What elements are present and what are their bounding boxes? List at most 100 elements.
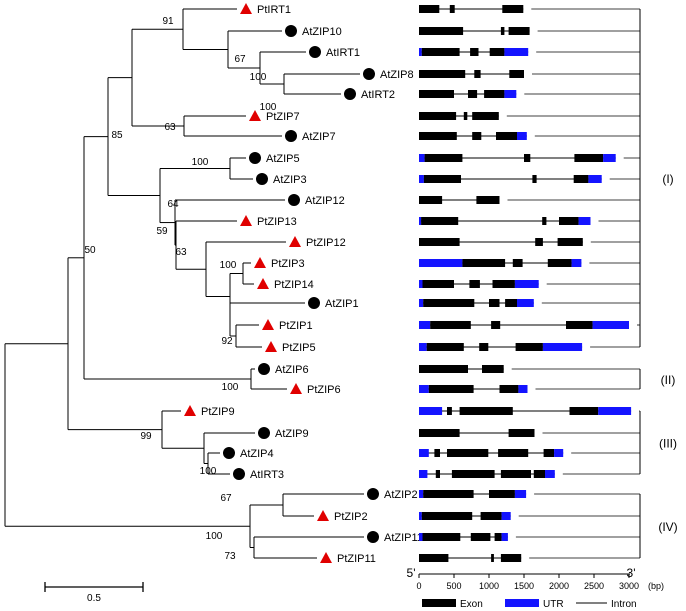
exon-block — [542, 217, 547, 225]
arabidopsis-circle-marker — [308, 297, 320, 309]
utr-block — [571, 259, 582, 267]
exon-block — [524, 154, 531, 162]
axis-tick-label: 500 — [446, 581, 461, 591]
exon-block — [419, 70, 466, 78]
exon-block — [482, 365, 504, 373]
gene-label: AtIRT2 — [361, 89, 395, 101]
arabidopsis-circle-marker — [249, 152, 261, 164]
bootstrap-value: 100 — [250, 72, 267, 83]
utr-block — [419, 217, 422, 225]
exon-block — [573, 175, 589, 183]
exon-block — [428, 385, 474, 393]
exon-block — [419, 365, 468, 373]
arabidopsis-circle-marker — [258, 363, 270, 375]
utr-block — [419, 470, 428, 478]
exon-block — [547, 259, 572, 267]
gene-label: PtZIP5 — [282, 342, 316, 354]
gene-label: AtZIP3 — [273, 174, 307, 186]
exon-block — [426, 343, 464, 351]
utr-block — [504, 90, 517, 98]
exon-block — [421, 48, 460, 56]
exon-block — [419, 90, 454, 98]
exon-block — [476, 196, 500, 204]
exon-block — [447, 449, 489, 457]
exon-block — [459, 407, 513, 415]
group-label: (III) — [659, 437, 677, 451]
exon-block — [419, 132, 457, 140]
populus-triangle-marker — [240, 3, 252, 14]
exon-block — [484, 90, 505, 98]
exon-block — [419, 429, 460, 437]
utr-block — [419, 512, 422, 520]
arabidopsis-circle-marker — [367, 488, 379, 500]
populus-triangle-marker — [249, 110, 261, 121]
axis-tick-label: 2500 — [584, 581, 604, 591]
utr-block — [501, 533, 508, 541]
three-prime-label: 3' — [627, 566, 636, 580]
utr-block — [419, 175, 424, 183]
arabidopsis-circle-marker — [233, 468, 245, 480]
exon-block — [500, 470, 531, 478]
exon-block — [468, 90, 478, 98]
gene-label: PtZIP1 — [279, 320, 313, 332]
bootstrap-value: 100 — [192, 157, 209, 168]
exon-block — [421, 512, 473, 520]
exon-block — [451, 470, 495, 478]
populus-triangle-marker — [257, 278, 269, 289]
utr-block — [517, 132, 527, 140]
exon-block — [535, 238, 543, 246]
exon-block — [479, 343, 489, 351]
arabidopsis-circle-marker — [256, 173, 268, 185]
exon-block — [447, 407, 452, 415]
exon-block — [423, 175, 461, 183]
exon-block — [574, 154, 604, 162]
axis-tick-label: 0 — [416, 581, 421, 591]
utr-block — [504, 48, 529, 56]
group-label: (IV) — [658, 520, 677, 534]
gene-label: AtZIP9 — [275, 428, 309, 440]
utr-block — [554, 449, 564, 457]
bootstrap-value: 67 — [234, 54, 246, 65]
legend-utr-swatch — [505, 599, 539, 607]
arabidopsis-circle-marker — [363, 68, 375, 80]
gene-label: AtZIP1 — [325, 298, 359, 310]
exon-block — [492, 280, 515, 288]
utr-block — [603, 154, 616, 162]
populus-triangle-marker — [289, 236, 301, 247]
utr-block — [419, 154, 425, 162]
gene-label: AtZIP10 — [302, 26, 342, 38]
exon-block — [419, 554, 449, 562]
bootstrap-value: 100 — [260, 102, 277, 113]
exon-block — [423, 490, 474, 498]
arabidopsis-circle-marker — [309, 46, 321, 58]
gene-label: AtZIP2 — [384, 489, 418, 501]
arabidopsis-circle-marker — [367, 531, 379, 543]
arabidopsis-circle-marker — [288, 194, 300, 206]
utr-block — [501, 512, 511, 520]
axis-tick-label: 1000 — [479, 581, 499, 591]
utr-block — [419, 299, 424, 307]
bootstrap-value: 100 — [206, 531, 223, 542]
exon-block — [499, 385, 519, 393]
exon-block — [502, 5, 524, 13]
exon-block — [419, 112, 457, 120]
exon-block — [498, 449, 529, 457]
exon-block — [470, 533, 491, 541]
gene-label: AtZIP12 — [305, 195, 345, 207]
bootstrap-value: 63 — [164, 122, 176, 133]
bootstrap-value: 59 — [156, 226, 168, 237]
exon-block — [559, 217, 579, 225]
exon-block — [480, 512, 502, 520]
exon-block — [435, 470, 440, 478]
gene-label: AtZIP11 — [384, 532, 423, 544]
axis-tick-label: 2000 — [549, 581, 569, 591]
populus-triangle-marker — [265, 341, 277, 352]
legend-exon-swatch — [422, 599, 456, 607]
bootstrap-value: 100 — [220, 260, 237, 271]
utr-block — [419, 449, 429, 457]
exon-block — [557, 238, 583, 246]
arabidopsis-circle-marker — [223, 447, 235, 459]
exon-block — [489, 490, 515, 498]
gene-label: PtZIP7 — [266, 111, 300, 123]
